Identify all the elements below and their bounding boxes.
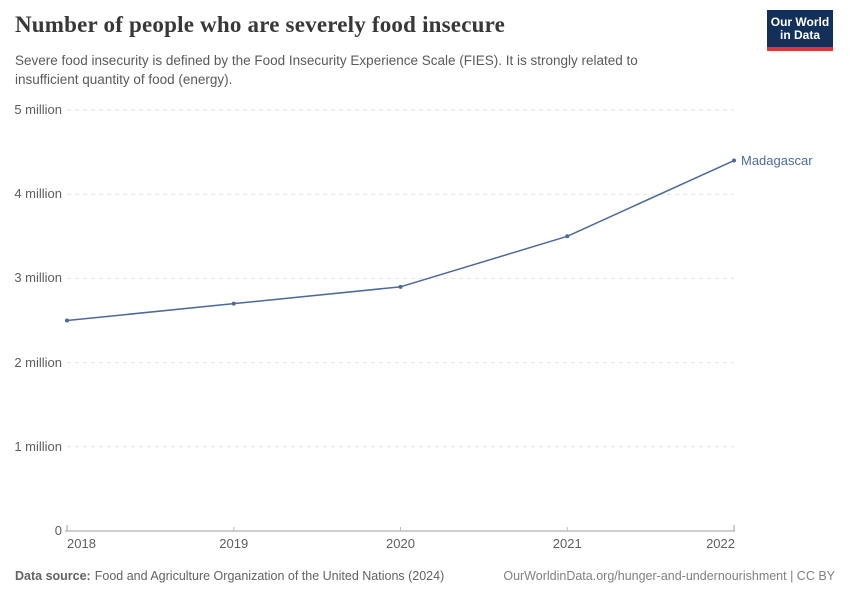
data-point[interactable] <box>565 234 570 239</box>
data-source-label: Data source: <box>15 569 91 583</box>
attribution-url[interactable]: OurWorldinData.org/hunger-and-undernouri… <box>503 569 835 583</box>
y-tick-label: 3 million <box>14 270 62 286</box>
x-tick-label: 2020 <box>386 536 415 551</box>
owid-logo: Our World in Data <box>767 10 833 51</box>
x-tick-label: 2022 <box>706 536 735 551</box>
x-tick-label: 2021 <box>552 536 582 551</box>
logo-line-1: Our World <box>770 15 830 29</box>
x-tick-label: 2018 <box>67 536 96 551</box>
logo-line-2: in Data <box>779 28 820 42</box>
data-line[interactable] <box>66 159 735 322</box>
chart-title: Number of people who are severely food i… <box>15 12 506 37</box>
series-label[interactable]: Madagascar <box>741 152 813 168</box>
subtitle-line-2: insufficient quantity of food (energy). <box>15 72 233 87</box>
subtitle-line-1: Severe food insecurity is defined by the… <box>15 53 638 68</box>
data-point[interactable] <box>398 284 403 289</box>
y-tick-label: 2 million <box>14 354 62 370</box>
data-source-text: Food and Agriculture Organization of the… <box>94 569 445 583</box>
data-point[interactable] <box>65 318 69 323</box>
y-tick-label: 1 million <box>14 438 62 454</box>
x-tick-label: 2019 <box>219 536 249 551</box>
chart-subtitle: Severe food insecurity is defined by the… <box>15 51 638 89</box>
data-point[interactable] <box>231 301 236 306</box>
data-source-note: Data source: Food and Agriculture Organiz… <box>15 569 444 583</box>
y-tick-label: 0 <box>54 523 62 538</box>
y-tick-label: 4 million <box>14 186 62 202</box>
data-point[interactable] <box>732 158 736 163</box>
y-tick-label: 5 million <box>14 102 62 117</box>
